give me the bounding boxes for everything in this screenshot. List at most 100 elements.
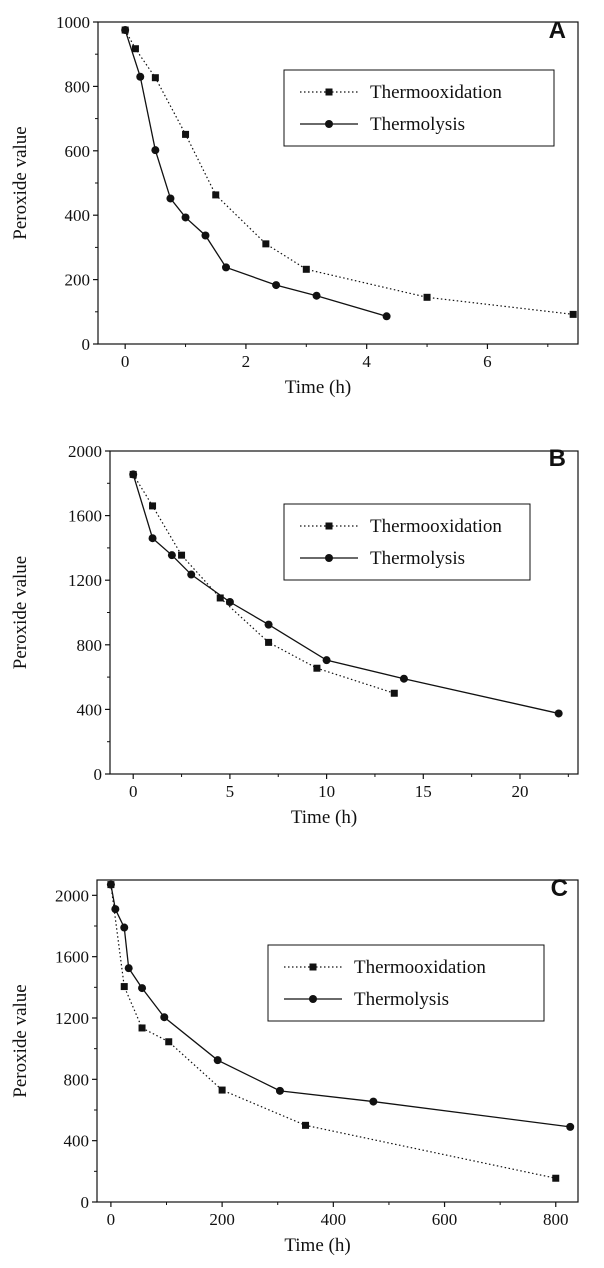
data-point-thermolysis	[554, 709, 563, 718]
data-point-thermolysis	[111, 905, 120, 914]
data-point-thermolysis	[213, 1056, 222, 1065]
data-point-thermooxidation	[138, 1024, 146, 1032]
data-point-thermooxidation	[302, 1121, 310, 1129]
data-point-thermolysis	[222, 263, 230, 272]
y-tick-label: 200	[65, 271, 91, 290]
legend-marker	[325, 554, 333, 562]
x-axis-label: Time (h)	[285, 377, 351, 398]
data-point-thermooxidation	[423, 293, 431, 301]
series-line-thermooxidation	[110, 884, 556, 1179]
x-tick-label: 600	[432, 1210, 458, 1229]
data-point-thermolysis	[121, 26, 130, 35]
data-point-thermooxidation	[131, 45, 139, 53]
y-tick-label: 800	[64, 1070, 90, 1089]
legend-marker	[325, 120, 333, 128]
panel-letter: B	[549, 445, 566, 472]
data-point-thermooxidation	[120, 983, 128, 991]
data-point-thermolysis	[264, 620, 273, 629]
x-axis-label: Time (h)	[284, 1235, 350, 1256]
x-tick-label: 0	[107, 1210, 116, 1229]
data-point-thermolysis	[369, 1097, 378, 1106]
data-point-thermooxidation	[313, 664, 321, 672]
data-point-thermolysis	[399, 674, 408, 683]
x-axis-label: Time (h)	[291, 807, 357, 828]
y-tick-label: 1200	[55, 1009, 89, 1028]
data-point-thermolysis	[312, 291, 321, 300]
legend-marker	[325, 88, 333, 96]
data-point-thermolysis	[225, 598, 234, 607]
y-tick-label: 400	[64, 1132, 90, 1151]
plot-frame	[96, 879, 579, 1203]
legend-marker	[309, 995, 317, 1003]
y-tick-label: 0	[81, 1193, 90, 1212]
data-point-thermooxidation	[390, 689, 398, 697]
legend-box	[283, 69, 555, 147]
data-point-thermolysis	[181, 213, 190, 222]
x-tick-label: 20	[511, 782, 528, 801]
data-point-thermooxidation	[552, 1174, 560, 1182]
data-point-thermooxidation	[151, 74, 159, 82]
y-tick-label: 400	[77, 700, 103, 719]
data-point-thermolysis	[138, 984, 147, 993]
legend-label: Thermolysis	[370, 114, 465, 135]
y-tick-label: 2000	[55, 886, 89, 905]
legend-label: Thermolysis	[354, 989, 449, 1010]
x-tick-label: 4	[362, 352, 371, 371]
data-point-thermooxidation	[569, 310, 577, 318]
data-point-thermolysis	[120, 923, 129, 932]
y-tick-label: 800	[65, 77, 91, 96]
series-line-thermolysis	[110, 884, 571, 1128]
data-point-thermolysis	[382, 312, 391, 321]
plot-frame	[109, 450, 579, 775]
y-tick-label: 0	[82, 335, 91, 354]
x-tick-label: 400	[321, 1210, 347, 1229]
chart-panel-b: 0 5 10 15 20 0 400 800 1200 1600 2000 Time (h) Perox…	[10, 442, 579, 828]
y-tick-label: 1000	[56, 13, 90, 32]
data-point-thermolysis	[167, 551, 176, 560]
x-tick-label: 6	[483, 352, 492, 371]
data-point-thermooxidation	[216, 594, 224, 602]
data-point-thermolysis	[322, 656, 331, 665]
y-axis-label: Peroxide value	[10, 126, 31, 239]
data-point-thermolysis	[106, 880, 115, 889]
data-point-thermolysis	[275, 1086, 284, 1095]
data-point-thermolysis	[148, 534, 157, 543]
y-tick-label: 1600	[55, 948, 89, 967]
data-point-thermolysis	[187, 570, 196, 579]
data-point-thermooxidation	[262, 240, 270, 248]
data-point-thermolysis	[166, 194, 175, 203]
y-tick-label: 400	[65, 206, 91, 225]
data-point-thermolysis	[136, 72, 145, 81]
x-tick-label: 0	[129, 782, 138, 801]
legend-box	[283, 503, 531, 581]
legend-label: Thermooxidation	[370, 516, 502, 537]
x-tick-label: 0	[121, 352, 130, 371]
data-point-thermooxidation	[149, 502, 157, 510]
legend-marker	[325, 522, 333, 530]
y-axis-label: Peroxide value	[10, 556, 31, 669]
legend-label: Thermooxidation	[370, 82, 502, 103]
y-tick-label: 800	[77, 636, 103, 655]
x-tick-label: 200	[209, 1210, 235, 1229]
data-point-thermolysis	[151, 146, 160, 155]
y-tick-label: 600	[65, 142, 91, 161]
y-tick-label: 0	[94, 765, 103, 784]
chart-panel-c: 0 200 400 600 800 0 400 800 1200 1600 2000 Time (h)…	[10, 875, 579, 1256]
data-point-thermooxidation	[212, 191, 220, 199]
panel-letter: A	[549, 17, 566, 44]
y-tick-label: 1200	[68, 571, 102, 590]
data-point-thermooxidation	[182, 130, 190, 138]
y-tick-label: 1600	[68, 507, 102, 526]
x-tick-label: 10	[318, 782, 335, 801]
series-line-thermolysis	[124, 29, 387, 317]
panel-letter: C	[551, 875, 568, 902]
x-tick-label: 15	[415, 782, 432, 801]
data-point-thermooxidation	[302, 265, 310, 273]
y-axis-label: Peroxide value	[10, 984, 31, 1097]
data-point-thermolysis	[566, 1122, 575, 1131]
data-point-thermolysis	[201, 231, 210, 240]
legend-marker	[309, 963, 317, 971]
data-point-thermooxidation	[265, 638, 273, 646]
y-tick-label: 2000	[68, 442, 102, 461]
